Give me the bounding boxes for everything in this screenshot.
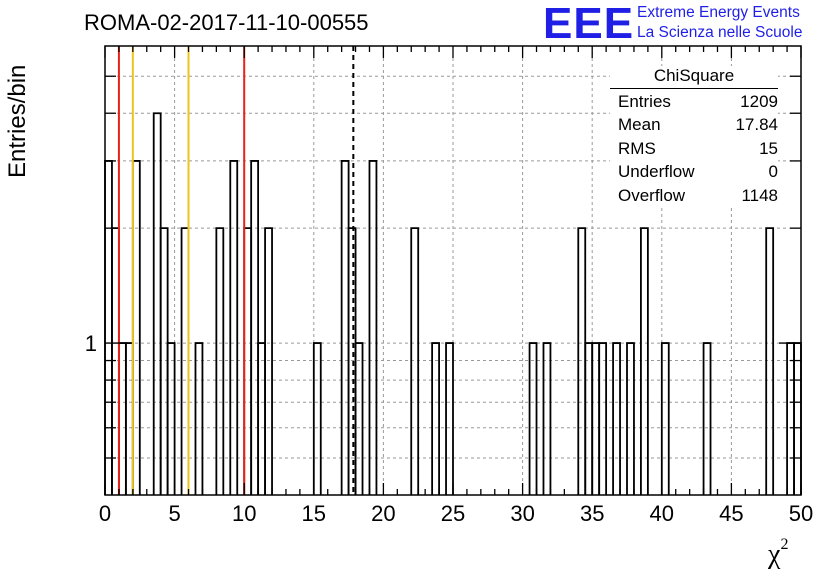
histogram-bin [250,160,260,495]
stats-label: Entries [618,92,671,111]
x-tick-label: 50 [789,501,813,526]
histogram-bin [124,342,134,495]
stats-label: Underflow [618,162,695,182]
stats-value: 1148 [741,185,778,205]
histogram-bin [131,160,141,495]
logo-line-1: Extreme Energy Events [637,4,800,21]
histogram-bin [660,342,670,495]
histogram-bin [528,342,538,495]
stats-box: ChiSquare Entries 1209 Mean 17.84 RMS 15 Un… [610,66,778,207]
histogram-bin [159,227,169,495]
y-axis-label: Entries/bin [4,64,31,178]
histogram-bin [626,342,635,495]
histogram-bin [368,160,378,495]
histogram-bin [612,342,621,495]
y-tick-labels: 1 [85,331,97,356]
x-tick-label: 10 [232,501,256,526]
reference-lines [117,46,355,495]
stats-label: Mean [618,115,661,135]
chart-title: ROMA-02-2017-11-10-00555 [84,10,369,35]
x-axis-label-base: χ [768,539,781,570]
histogram-bin [577,227,587,495]
histogram-bin [354,342,364,495]
stats-title: ChiSquare [610,66,778,89]
histogram-bin [793,342,802,495]
histogram-bin [542,342,552,495]
x-tick-label: 5 [168,501,180,526]
x-tick-label: 45 [719,501,743,526]
stats-value: 17.84 [735,115,778,135]
histogram-bin [152,112,162,495]
x-axis-label: χ2 [768,536,788,571]
histogram-bin [591,342,601,495]
x-tick-label: 0 [99,501,111,526]
stats-row-entries: Entries 1209 [610,90,778,113]
histogram-bin [180,227,190,495]
stats-row-underflow: Underflow 0 [610,160,778,183]
histogram-bin [640,227,649,495]
histogram-bin [598,342,608,495]
histogram-bin [257,342,266,495]
x-axis-label-superscript: 2 [780,536,789,553]
x-tick-labels: 0 5 10 15 20 25 30 35 40 45 50 [99,501,813,526]
histogram-bin [229,160,239,495]
stats-value: 1209 [740,92,778,111]
histogram-bin [312,342,322,495]
stats-label: Overflow [618,185,686,205]
stats-row-overflow: Overflow 1148 [610,184,778,207]
histogram-bin [264,227,273,495]
axis-ticks [104,46,802,495]
x-tick-label: 30 [510,501,534,526]
histogram-bin [111,227,120,495]
x-tick-label: 35 [580,501,604,526]
x-tick-label: 20 [371,501,395,526]
x-tick-label: 40 [650,501,674,526]
histogram-bin [118,342,127,495]
stats-row-rms: RMS 15 [610,137,778,160]
histogram-bin [584,342,594,495]
histogram-bin [431,342,440,495]
x-tick-label: 15 [302,501,326,526]
y-tick-label: 1 [85,331,97,356]
eee-logo: EEE [543,0,635,48]
histogram-bin [104,160,113,495]
x-tick-label: 25 [441,501,465,526]
stats-value: 0 [768,162,778,182]
logo-line-2: La Scienza nelle Scuole [637,24,803,41]
histogram-bin [702,342,712,495]
histogram-bin [215,227,225,495]
histogram-bin [340,160,350,495]
histogram-bin [347,227,357,495]
histogram-bin [445,342,454,495]
histogram-bin [194,342,204,495]
histogram-bin [243,227,253,495]
stats-row-mean: Mean 17.84 [610,113,778,136]
stats-label: RMS [618,138,656,158]
histogram-bin [166,342,176,495]
histogram-bin [410,227,420,495]
histogram-bin [786,342,795,495]
histogram-bin [765,227,775,495]
stats-value: 15 [759,138,778,158]
